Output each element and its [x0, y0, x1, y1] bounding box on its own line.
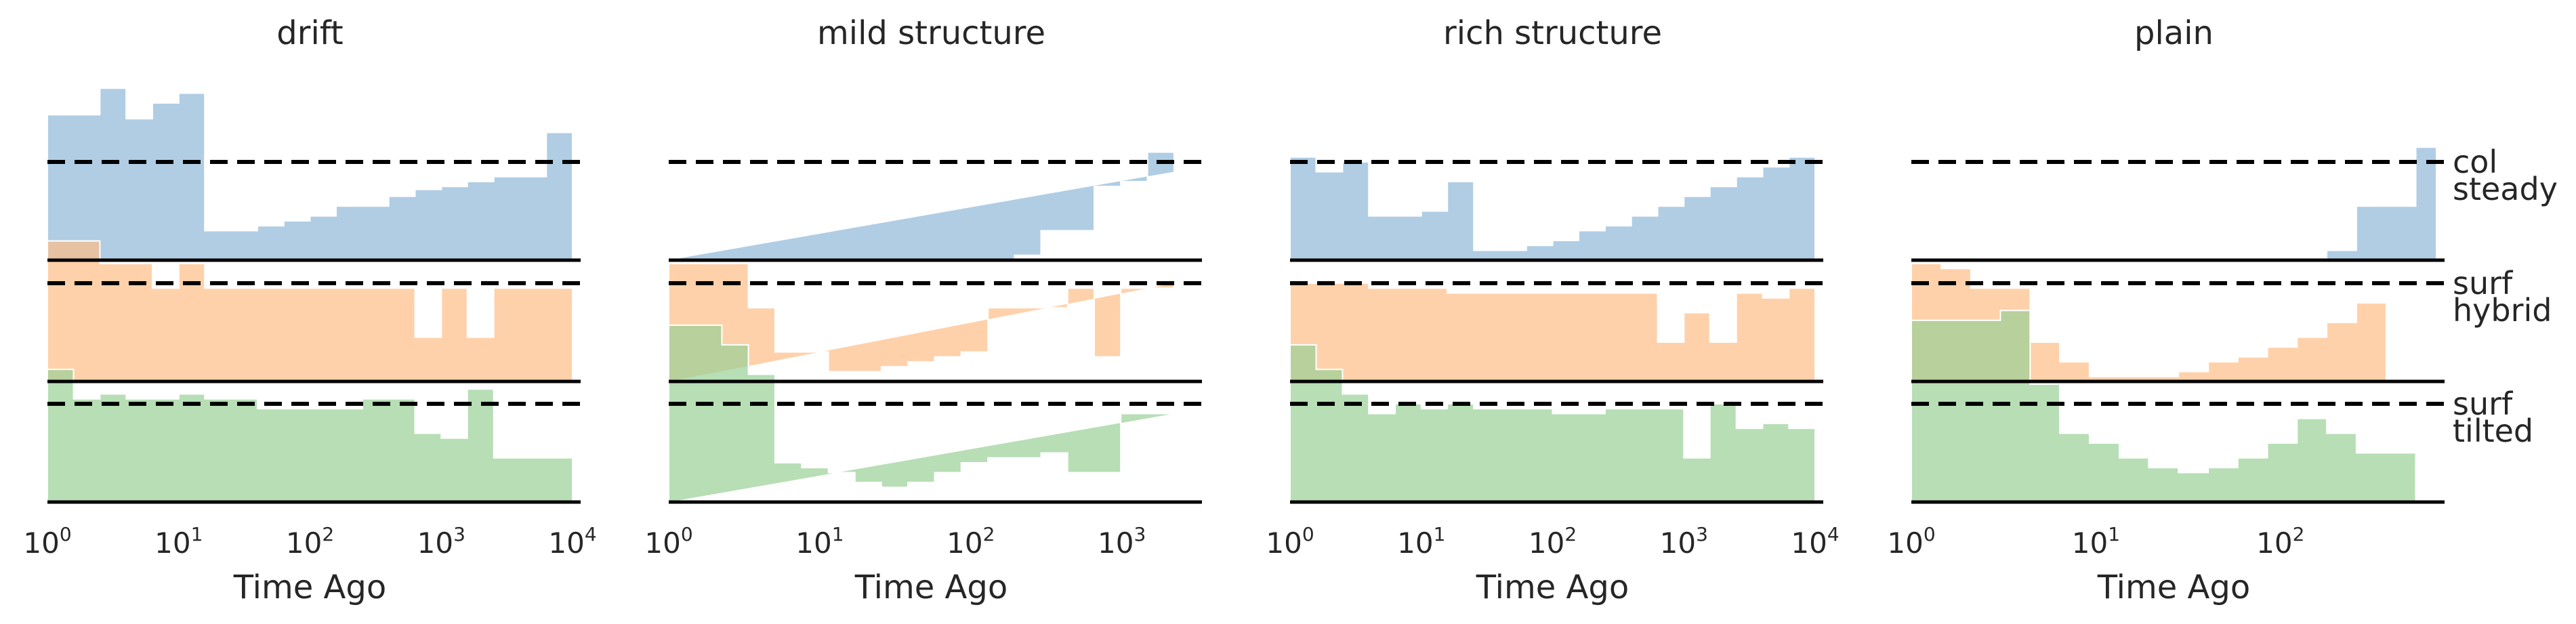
panel-title: rich structure — [1443, 14, 1662, 52]
series-hybrid — [1289, 283, 1816, 382]
x-tick-label: 103 — [1660, 523, 1708, 560]
x-tick-label: 101 — [795, 523, 844, 560]
histogram-area — [47, 240, 573, 382]
x-axis-label: Time Ago — [1476, 568, 1629, 606]
x-tick-label: 103 — [417, 523, 465, 560]
histogram-area — [1911, 146, 2437, 261]
x-tick-label: 102 — [1529, 523, 1577, 560]
series-steady — [1289, 156, 1816, 261]
panel-title: drift — [276, 14, 343, 52]
series-hybrid — [47, 240, 573, 382]
x-axis-label: Time Ago — [2097, 568, 2250, 606]
series-hybrid — [668, 263, 1175, 381]
x-tick-label: 102 — [947, 523, 995, 560]
histogram-area — [47, 369, 573, 503]
series-steady — [47, 87, 573, 261]
panel-rich-structure: rich structure 100 101 102 103 104 Time Ago — [1266, 14, 1839, 606]
x-tick-label: 100 — [644, 523, 692, 560]
series-hybrid — [1911, 263, 2436, 382]
row-label-top: surf — [2453, 386, 2514, 422]
x-axis-label: Time Ago — [233, 568, 386, 606]
x-tick-label: 102 — [2256, 523, 2304, 560]
series-tilted — [668, 325, 1174, 502]
series-tilted — [1911, 310, 2436, 503]
row-label-top: surf — [2453, 265, 2514, 301]
histogram-area — [1289, 283, 1816, 382]
x-tick-label: 102 — [286, 523, 334, 560]
series-steady — [1911, 146, 2437, 261]
panel-drift: drift 100 101 102 103 104 Time Ago — [23, 14, 596, 606]
x-tick-label: 104 — [1791, 523, 1839, 560]
series-steady — [669, 151, 1175, 261]
histogram-area — [1289, 344, 1816, 503]
x-tick-label: 101 — [1397, 523, 1445, 560]
histogram-area — [669, 151, 1175, 261]
row-label-bottom: steady — [2453, 171, 2558, 207]
histogram-area — [668, 325, 1174, 502]
x-tick-label: 101 — [154, 523, 203, 560]
histogram-area — [47, 87, 573, 261]
histogram-area — [668, 263, 1175, 381]
row-label-bottom: tilted — [2453, 413, 2533, 449]
panel-mild-structure: mild structure 100 101 102 103 Time Ago — [644, 14, 1202, 606]
x-tick-label: 100 — [1887, 523, 1935, 560]
x-tick-label: 101 — [2072, 523, 2120, 560]
x-tick-label: 103 — [1098, 523, 1146, 560]
histogram-area — [1911, 263, 2436, 382]
x-tick-label: 100 — [23, 523, 71, 560]
series-tilted — [1289, 344, 1816, 503]
row-label-top: col — [2453, 144, 2497, 180]
x-tick-label: 100 — [1266, 523, 1314, 560]
x-axis-label: Time Ago — [854, 568, 1007, 606]
row-label-bottom: hybrid — [2453, 292, 2552, 329]
series-tilted — [47, 369, 573, 503]
histogram-area — [1911, 310, 2436, 503]
panel-title: plain — [2134, 14, 2214, 52]
row-labels: col steady surf hybrid surf tilted — [2453, 144, 2558, 449]
x-tick-label: 104 — [548, 523, 596, 560]
panel-title: mild structure — [817, 14, 1045, 52]
histogram-area — [1289, 156, 1816, 261]
